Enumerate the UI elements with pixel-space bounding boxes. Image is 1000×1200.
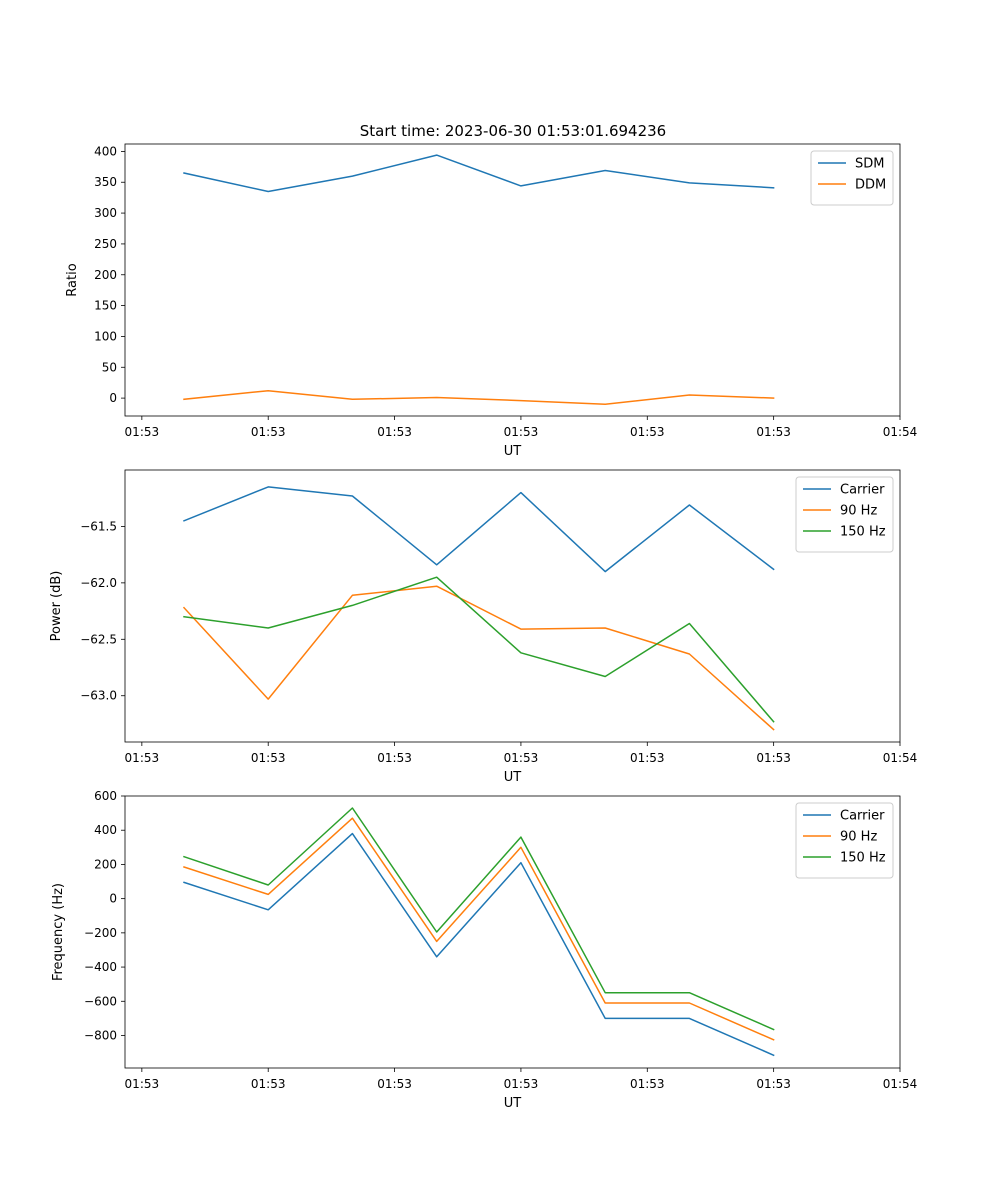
- y-tick-label: 0: [109, 391, 117, 405]
- subplot-3: 01:53 01:53 01:53 01:53 01:53 01:53 01:54 600 40…: [51, 789, 917, 1111]
- y-tick-label: 300: [94, 206, 117, 220]
- series-line-90-hz: [182, 585, 775, 731]
- legend-box: [795, 802, 894, 879]
- legend-label: 90 Hz: [840, 504, 877, 519]
- x-axis-label: UT: [504, 1096, 522, 1111]
- x-tick-label: 01:53: [504, 751, 539, 765]
- x-tick-label: 01:54: [883, 751, 918, 765]
- y-axis-label: Frequency (Hz): [51, 883, 66, 981]
- x-tick-label: 01:53: [251, 1077, 286, 1091]
- legend-box: [795, 476, 894, 553]
- y-tick-label: −63.0: [80, 689, 117, 703]
- legend: Carrier 90 Hz 150 Hz: [795, 476, 894, 553]
- legend: SDM DDM: [810, 150, 894, 206]
- y-tick-label: 400: [94, 144, 117, 158]
- subplot-1: 01:53 01:53 01:53 01:53 01:53 01:53 01:54 0 50 10…: [65, 143, 918, 459]
- x-tick-label: 01:53: [377, 751, 412, 765]
- y-tick-label: 250: [94, 237, 117, 251]
- x-tick-label: 01:53: [630, 425, 665, 439]
- series-line-150-hz: [183, 576, 775, 723]
- y-tick-label: 100: [94, 329, 117, 343]
- y-tick-label: 150: [94, 299, 117, 313]
- x-axis-label: UT: [504, 770, 522, 785]
- x-tick-label: 01:53: [756, 1077, 791, 1091]
- x-tick-label: 01:53: [630, 751, 665, 765]
- y-tick-label: −61.5: [80, 519, 117, 533]
- y-tick-label: 200: [94, 857, 117, 871]
- legend-box: [810, 150, 894, 206]
- plot-frame: [124, 795, 901, 1069]
- legend: Carrier 90 Hz 150 Hz: [795, 802, 894, 879]
- figure-title: Start time: 2023-06-30 01:53:01.694236: [360, 122, 666, 140]
- y-tick-label: −200: [84, 926, 117, 940]
- series-line-ddm: [183, 389, 775, 406]
- x-tick-label: 01:54: [883, 1077, 918, 1091]
- series-line-carrier: [183, 486, 775, 573]
- x-tick-label: 01:53: [251, 751, 286, 765]
- x-tick-label: 01:53: [756, 751, 791, 765]
- y-axis-label: Power (dB): [49, 571, 64, 642]
- subplot-2: 01:53 01:53 01:53 01:53 01:53 01:53 01:54 −61.5…: [49, 469, 918, 785]
- x-tick-label: 01:53: [251, 425, 286, 439]
- series-line-carrier: [183, 832, 775, 1057]
- legend-label: DDM: [855, 178, 886, 193]
- y-tick-label: −62.0: [80, 576, 117, 590]
- y-tick-label: −800: [84, 1028, 117, 1042]
- subplots: 01:53 01:53 01:53 01:53 01:53 01:53 01:54 0 50 10…: [49, 143, 918, 1111]
- legend-label: Carrier: [840, 809, 885, 824]
- series-line-sdm: [183, 154, 775, 193]
- x-tick-label: 01:53: [504, 425, 539, 439]
- plot-frame: [124, 143, 901, 417]
- x-tick-label: 01:53: [756, 425, 791, 439]
- y-tick-label: 400: [94, 823, 117, 837]
- y-tick-label: −600: [84, 994, 117, 1008]
- y-tick-label: −400: [84, 960, 117, 974]
- legend-label: 150 Hz: [840, 851, 886, 866]
- x-tick-label: 01:53: [630, 1077, 665, 1091]
- y-tick-label: 0: [109, 892, 117, 906]
- series-line-90-hz: [183, 817, 775, 1041]
- legend-label: SDM: [855, 157, 884, 172]
- series-line-150-hz: [183, 807, 775, 1031]
- x-tick-label: 01:53: [125, 1077, 160, 1091]
- x-tick-label: 01:53: [504, 1077, 539, 1091]
- y-tick-label: 200: [94, 268, 117, 282]
- x-tick-label: 01:54: [883, 425, 918, 439]
- y-tick-label: 350: [94, 175, 117, 189]
- plot-frame: [124, 469, 901, 743]
- x-axis-label: UT: [504, 444, 522, 459]
- x-tick-label: 01:53: [125, 751, 160, 765]
- x-tick-label: 01:53: [125, 425, 160, 439]
- legend-label: 150 Hz: [840, 525, 886, 540]
- x-tick-label: 01:53: [377, 425, 412, 439]
- legend-label: 90 Hz: [840, 830, 877, 845]
- legend-label: Carrier: [840, 483, 885, 498]
- y-tick-label: −62.5: [80, 632, 117, 646]
- y-tick-label: 50: [102, 360, 117, 374]
- y-tick-label: 600: [94, 789, 117, 803]
- y-axis-label: Ratio: [65, 263, 80, 296]
- x-tick-label: 01:53: [377, 1077, 412, 1091]
